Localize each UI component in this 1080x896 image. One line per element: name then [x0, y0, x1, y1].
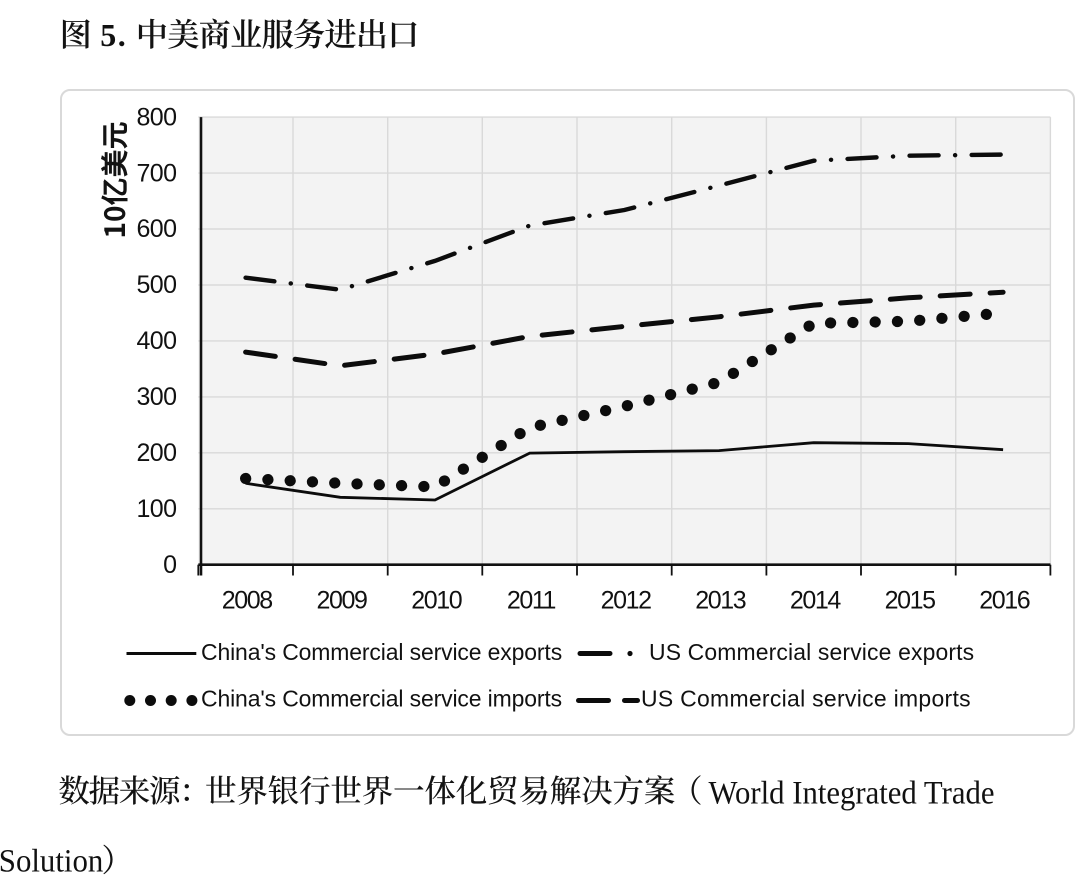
svg-text:400: 400	[136, 327, 176, 355]
svg-text:200: 200	[136, 439, 176, 467]
svg-text:2013: 2013	[695, 587, 746, 615]
svg-text:China's Commercial service exp: China's Commercial service exports	[201, 639, 562, 665]
svg-text:2010: 2010	[411, 587, 462, 615]
svg-text:0: 0	[163, 551, 176, 579]
svg-text:Solution: Solution	[0, 843, 103, 879]
svg-text:2016: 2016	[979, 587, 1030, 615]
svg-text:2009: 2009	[316, 587, 367, 615]
svg-text:2014: 2014	[790, 587, 842, 615]
svg-text:100: 100	[136, 495, 176, 523]
svg-text:5.: 5.	[100, 17, 127, 53]
svg-text:World Integrated Trade: World Integrated Trade	[709, 776, 995, 812]
svg-text:300: 300	[136, 383, 176, 411]
svg-text:US Commercial service exports: US Commercial service exports	[649, 639, 974, 665]
svg-text:2012: 2012	[601, 587, 652, 615]
svg-text:600: 600	[136, 215, 176, 243]
svg-text:800: 800	[136, 103, 176, 131]
svg-text:500: 500	[136, 271, 176, 299]
svg-text:China's Commercial service imp: China's Commercial service imports	[201, 685, 562, 711]
svg-text:2015: 2015	[885, 587, 936, 615]
svg-text:700: 700	[136, 159, 176, 187]
svg-text:2008: 2008	[222, 587, 273, 615]
svg-text:US Commercial service imports: US Commercial service imports	[641, 685, 971, 711]
svg-text:2011: 2011	[507, 587, 556, 615]
